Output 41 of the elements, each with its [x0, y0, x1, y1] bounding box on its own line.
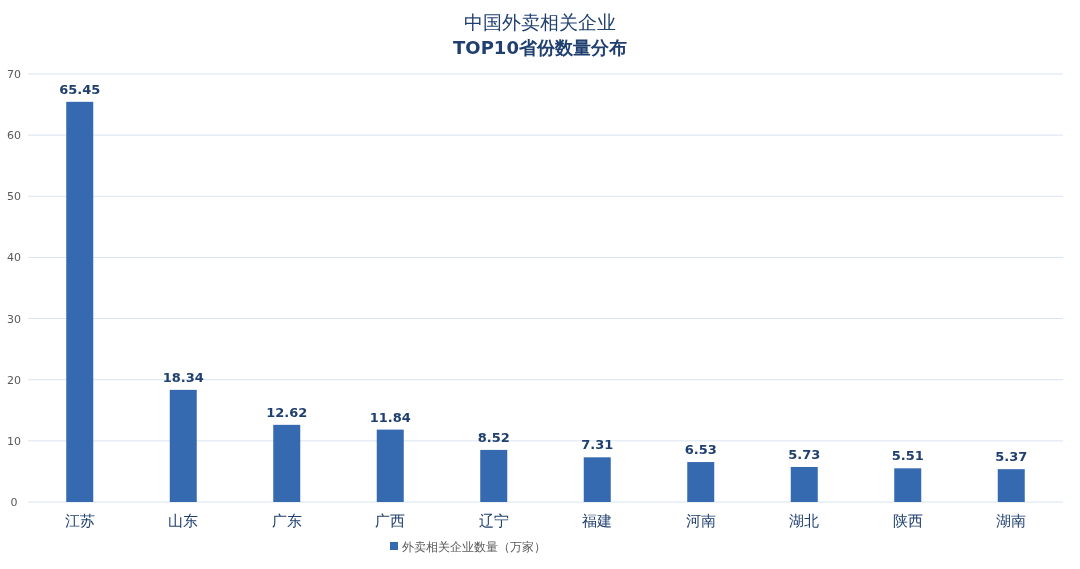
x-tick-label: 河南 [685, 512, 716, 530]
y-tick-label: 70 [7, 68, 21, 81]
y-tick-label: 30 [7, 312, 21, 326]
data-label: 7.31 [581, 437, 614, 453]
bar [583, 457, 611, 502]
bar [687, 462, 715, 502]
bar [480, 449, 508, 502]
data-label: 5.37 [995, 449, 1028, 465]
legend: 外卖相关企业数量（万家） [390, 540, 546, 554]
bar [997, 469, 1025, 502]
bar [376, 429, 404, 502]
data-label: 65.45 [59, 81, 101, 97]
x-tick-label: 湖南 [996, 512, 1027, 530]
bar [894, 468, 922, 502]
y-tick-label: 0 [10, 496, 18, 509]
x-tick-label: 广西 [375, 512, 406, 530]
x-tick-label: 辽宁 [478, 512, 509, 530]
x-tick-label: 陕西 [892, 512, 923, 530]
x-tick-label: 江苏 [64, 512, 95, 530]
chart-title: 中国外卖相关企业 [464, 11, 616, 33]
bar [273, 424, 301, 502]
bar [66, 101, 94, 502]
data-label: 5.73 [788, 446, 821, 462]
y-tick-label: 50 [7, 190, 21, 204]
data-label: 12.62 [266, 404, 308, 420]
data-label: 18.34 [162, 369, 204, 385]
data-label: 5.51 [891, 448, 924, 464]
chart-subtitle: TOP10省份数量分布 [453, 37, 627, 58]
bar [169, 389, 197, 502]
y-tick-label: 40 [7, 251, 21, 265]
data-label: 8.52 [477, 429, 510, 445]
y-tick-label: 60 [7, 129, 21, 143]
x-tick-label: 福建 [582, 512, 613, 530]
data-label: 6.53 [684, 442, 717, 458]
data-label: 11.84 [369, 409, 411, 425]
x-tick-label: 湖北 [789, 512, 820, 530]
bar [790, 466, 818, 502]
y-tick-label: 20 [7, 373, 21, 387]
y-tick-label: 10 [7, 434, 21, 448]
x-tick-label: 广东 [271, 512, 302, 530]
x-tick-label: 山东 [168, 512, 199, 530]
